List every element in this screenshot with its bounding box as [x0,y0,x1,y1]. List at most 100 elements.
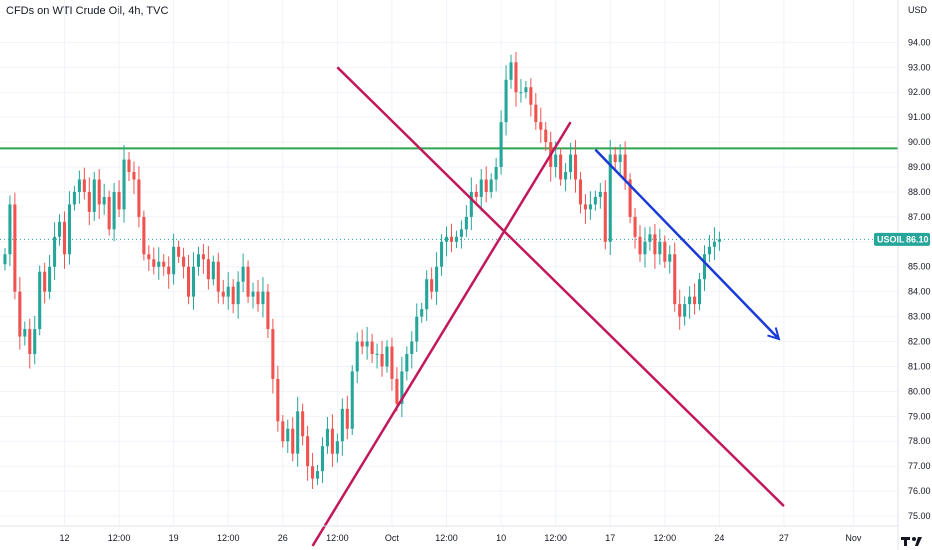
x-tick-label: 12 [59,533,69,543]
x-tick-label: 24 [714,533,724,543]
candle-body [474,191,478,197]
y-tick-label: 82.00 [908,337,931,347]
candle-body [87,191,91,212]
candle-body [529,87,533,105]
candle-body [405,353,409,372]
candle-body [191,266,196,297]
y-tick-label: 77.00 [908,461,931,471]
candle-body [648,234,652,242]
candle-body [499,122,503,168]
candle-body [107,196,111,230]
candle-body [216,261,220,292]
candle-body [48,266,52,292]
candle-body [544,129,548,143]
candle-body [603,191,607,242]
candle-body [509,62,513,80]
trendline[interactable] [336,66,785,507]
candle-body [72,191,76,205]
candle-body [608,154,612,242]
y-tick-label: 78.00 [908,436,931,446]
y-tick-label: 89.00 [908,162,931,172]
candle-body [440,241,444,267]
candle-body [345,408,349,429]
candle-body [211,261,215,280]
candle-body [653,234,657,255]
price-axis[interactable]: USD 75.00 76.00 77.00 78.00 79.00 80.00 81.00 8… [897,0,931,550]
candle-body [678,304,682,317]
candle-body [167,266,171,275]
candle-body [712,241,716,247]
candle-body [177,246,181,257]
candle-body [479,179,483,197]
candle-body [142,216,146,255]
candle-body [301,411,305,437]
y-tick-label: 92.00 [908,87,931,97]
y-tick-label: 80.00 [908,386,931,396]
trendlines[interactable] [311,66,785,547]
candle-body [707,246,712,255]
candle-body [504,79,508,123]
candle-body [296,411,300,454]
candle-body [162,261,166,267]
candle-body [251,291,255,297]
candle-body [172,246,176,275]
candle-body [420,309,424,317]
candle-body [688,296,692,305]
candle-body [226,286,230,297]
grid [0,0,898,526]
candle-body [57,221,62,237]
candle-body [112,191,116,230]
candle-body [8,204,12,255]
candle-body [588,204,592,210]
candle-body [122,159,126,210]
currency-label: USD [908,5,928,15]
candle-body [613,154,617,163]
candle-body [335,441,339,454]
candle-body [3,254,7,265]
candle-body [464,216,468,230]
candle-body [261,291,265,305]
candle-body [147,254,151,260]
y-tick-label: 87.00 [908,212,931,222]
candle-body [435,266,439,292]
y-tick-label: 83.00 [908,312,931,322]
y-tick-label: 76.00 [908,486,931,496]
candle-body [117,191,121,210]
candle-body [137,179,141,217]
candle-body [583,204,587,210]
candle-body [380,353,384,367]
x-tick-label: 27 [779,533,789,543]
candle-body [514,62,518,93]
y-tick-label: 85.00 [908,262,931,272]
candle-body [365,341,369,347]
candle-body [519,92,523,94]
candle-body [286,428,290,442]
candle-body [152,259,156,267]
trendline[interactable] [594,148,780,340]
x-tick-label: 19 [169,533,179,543]
candle-body [578,179,583,205]
candle-body [256,291,260,305]
arrow-head-icon [767,327,781,341]
candle-body [663,241,667,262]
candle-body [539,122,543,130]
candle-body [266,291,270,330]
candle-body [221,291,225,297]
candle-body [484,179,488,192]
x-tick-label: 26 [278,533,288,543]
candle-body [67,204,71,255]
candle-body [569,154,573,173]
candle-body [206,259,210,280]
time-axis[interactable]: 12 12:00 19 12:00 26 12:00 Oct 12:00 10 12:00 17 12… [0,525,898,543]
candle-body [643,241,647,255]
candle-body [430,279,434,292]
candle-body [598,191,602,197]
candle-body [182,256,186,267]
trendline[interactable] [311,121,572,547]
candle-body [693,296,697,305]
candle-body [315,471,320,479]
candle-body [638,236,642,255]
candle-body [573,154,578,180]
candle-body [132,172,136,180]
